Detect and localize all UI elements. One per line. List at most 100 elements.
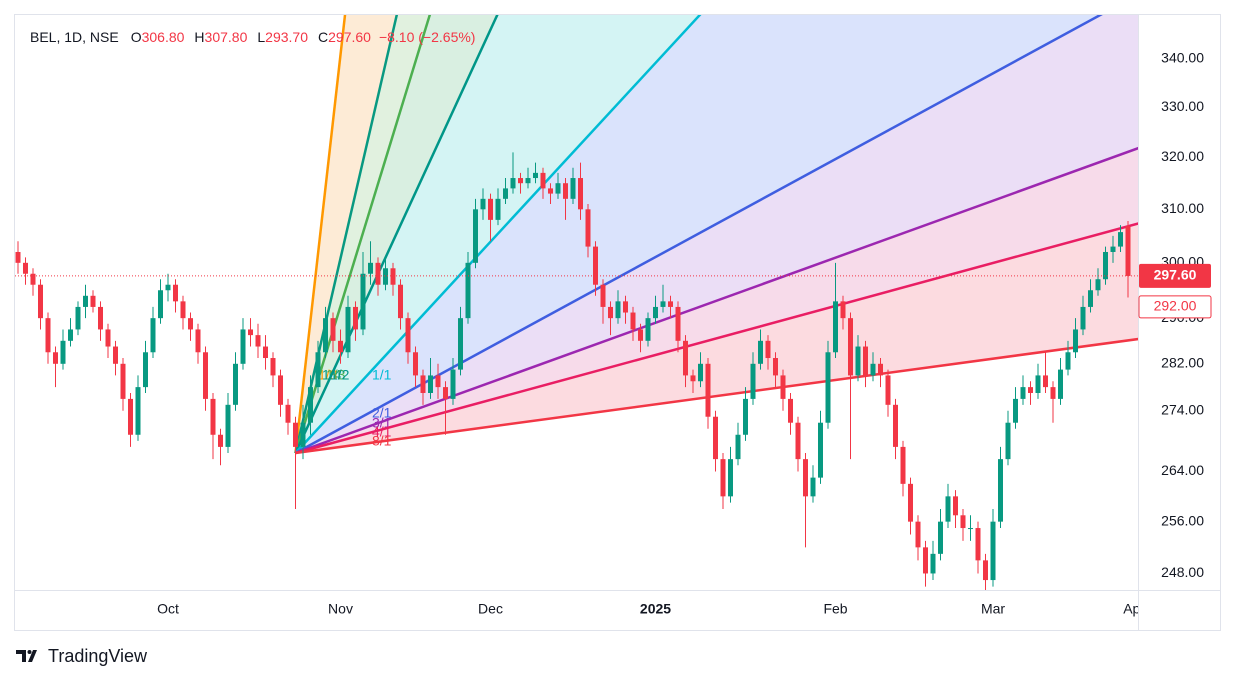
candle-body — [241, 329, 246, 363]
candle-body — [796, 423, 801, 459]
candle-body — [106, 329, 111, 346]
candle-body — [893, 405, 898, 447]
candle-body — [331, 318, 336, 341]
candle-body — [683, 341, 688, 376]
logo — [16, 650, 37, 662]
candle-body — [376, 263, 381, 285]
candle-body — [646, 318, 651, 341]
candle-body — [458, 318, 463, 369]
candle-body — [503, 188, 508, 198]
candle-body — [368, 263, 373, 274]
candle-body — [803, 459, 808, 496]
candle-body — [886, 375, 891, 404]
candle-body — [571, 178, 576, 199]
candle-body — [961, 515, 966, 528]
candle-body — [991, 522, 996, 580]
candle-body — [676, 307, 681, 341]
candle-body — [488, 199, 493, 220]
y-tick-label: 330.00 — [1161, 98, 1204, 114]
candle-body — [271, 358, 276, 375]
candle-body — [338, 341, 343, 352]
candle-body — [998, 459, 1003, 522]
candle-body — [1058, 370, 1063, 399]
candle-body — [23, 263, 28, 274]
fan-label: 8/1 — [372, 433, 392, 449]
candle-body — [653, 307, 658, 318]
candle-body — [316, 352, 321, 387]
candle-body — [1126, 226, 1131, 276]
candle-body — [541, 173, 546, 189]
candle-body — [691, 375, 696, 381]
x-tick-label: 2025 — [640, 601, 671, 617]
candle-body — [563, 183, 568, 199]
x-tick-label: Dec — [478, 601, 503, 617]
candle-body — [1111, 247, 1116, 252]
field-value: 297.60 — [328, 29, 371, 45]
candle-body — [751, 364, 756, 399]
candle-body — [923, 547, 928, 573]
candle-body — [308, 387, 313, 423]
candle-body — [916, 522, 921, 548]
candle-body — [226, 405, 231, 447]
candle-body — [601, 285, 606, 307]
field-value: 293.70 — [265, 29, 308, 45]
candle-body — [841, 301, 846, 318]
candle-body — [413, 352, 418, 375]
candle-body — [406, 318, 411, 352]
last-price-label: 297.60 — [1154, 267, 1197, 283]
candle-body — [143, 352, 148, 387]
field-key: L — [257, 29, 265, 45]
candle-body — [976, 528, 981, 560]
candle-body — [871, 364, 876, 376]
candle-body — [758, 341, 763, 364]
field-key: C — [318, 29, 328, 45]
candle-body — [706, 364, 711, 417]
candle-body — [616, 301, 621, 318]
candle-body — [518, 178, 523, 183]
change: −8.10 (−2.65%) — [379, 29, 476, 45]
brand: TradingView — [48, 646, 148, 666]
field-key: H — [194, 29, 204, 45]
candle-body — [736, 435, 741, 459]
candle-body — [1103, 252, 1108, 279]
candle-body — [1028, 387, 1033, 393]
candle-body — [473, 209, 478, 263]
candle-body — [833, 301, 838, 352]
candle-body — [181, 301, 186, 318]
field-value: 307.80 — [205, 29, 248, 45]
candle-body — [136, 387, 141, 435]
x-tick-label: Feb — [823, 601, 847, 617]
candle-body — [1081, 307, 1086, 330]
candle-body — [511, 178, 516, 188]
x-tick-label: Ap — [1123, 601, 1140, 617]
candle-body — [1006, 423, 1011, 459]
candle-body — [173, 285, 178, 302]
candle-body — [728, 459, 733, 496]
field-value: 306.80 — [142, 29, 185, 45]
candle-body — [188, 318, 193, 329]
candle-body — [721, 459, 726, 496]
candle-body — [203, 352, 208, 399]
candle-body — [1088, 290, 1093, 307]
y-tick-label: 264.00 — [1161, 462, 1204, 478]
candle-body — [421, 375, 426, 393]
y-tick-label: 256.00 — [1161, 512, 1204, 528]
candle-body — [713, 417, 718, 459]
candle-body — [1036, 375, 1041, 393]
candle-body — [586, 209, 591, 246]
fan-label: 1/2 — [330, 367, 350, 383]
candle-body — [548, 188, 553, 193]
candle-body — [496, 199, 501, 220]
candle-body — [323, 318, 328, 352]
candle-body — [533, 173, 538, 178]
candle-body — [526, 178, 531, 183]
candle-body — [578, 178, 583, 209]
candle-body — [38, 285, 43, 318]
candle-body — [286, 405, 291, 423]
candle-body — [158, 290, 163, 318]
candle-body — [938, 522, 943, 554]
y-tick-label: 320.00 — [1161, 148, 1204, 164]
candle-body — [1118, 232, 1123, 246]
candle-body — [1013, 399, 1018, 423]
